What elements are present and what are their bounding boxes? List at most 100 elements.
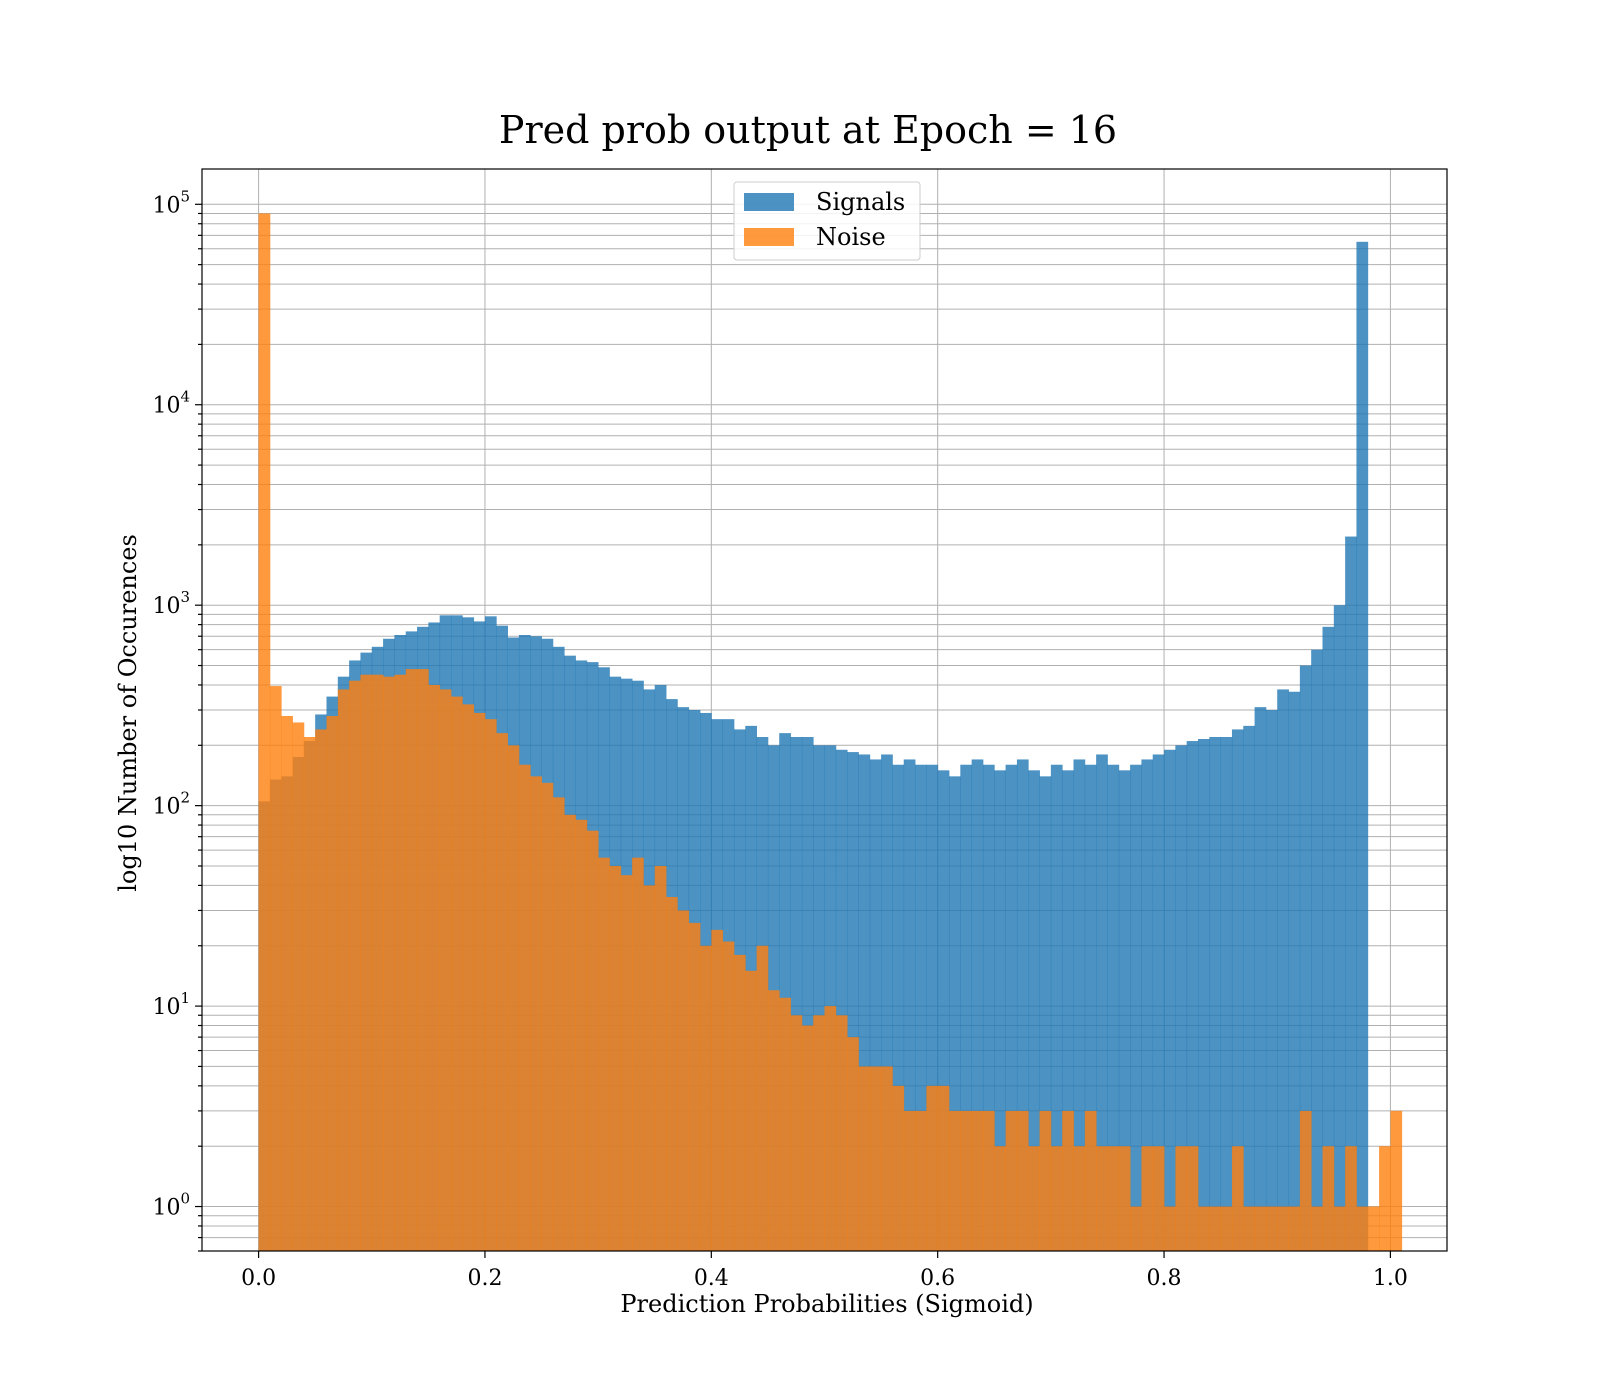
signals-bar: [1345, 536, 1357, 1251]
noise-bar: [677, 910, 690, 1251]
noise-bar: [586, 830, 599, 1251]
noise-bar: [383, 676, 395, 1251]
noise-bar: [949, 1110, 961, 1251]
signals-bar: [1016, 759, 1029, 1251]
noise-bar: [1152, 1146, 1165, 1251]
noise-bar: [982, 1110, 995, 1251]
noise-bar: [484, 719, 497, 1251]
signals-bar: [1039, 776, 1052, 1251]
noise-bar: [1005, 1110, 1018, 1251]
signals-bar: [1209, 736, 1222, 1251]
noise-bar: [303, 736, 316, 1251]
noise-bar: [428, 684, 441, 1251]
axis-ticks: 0.0 0.2 0.4 0.6 0.8 1.0 100 101 102 103 104 105: [152, 187, 1407, 1291]
signals-bar: [1096, 754, 1108, 1251]
noise-bar: [541, 782, 554, 1251]
x-tick-label: 0.0: [241, 1266, 276, 1291]
noise-bar: [258, 213, 271, 1252]
signals-bar: [1299, 665, 1312, 1251]
noise-bar: [405, 669, 418, 1251]
signals-bar: [1333, 605, 1346, 1251]
histogram-bars: [258, 213, 1403, 1252]
noise-bar: [473, 712, 486, 1251]
signals-bar: [892, 764, 905, 1251]
signals-bar: [1141, 759, 1154, 1251]
noise-bar: [1367, 1206, 1380, 1251]
noise-bar: [1209, 1206, 1222, 1251]
noise-bar: [700, 945, 712, 1251]
noise-bar: [1186, 1146, 1199, 1251]
signals-bar: [1356, 241, 1369, 1252]
noise-bar: [835, 1015, 848, 1251]
noise-bar: [1198, 1206, 1210, 1251]
signals-bar: [1005, 764, 1018, 1251]
noise-bar: [439, 689, 452, 1251]
noise-bar: [1299, 1110, 1312, 1251]
signals-bar: [1175, 745, 1188, 1251]
noise-bar: [518, 764, 531, 1251]
noise-bar: [1050, 1146, 1063, 1251]
x-axis-label: Prediction Probabilities (Sigmoid): [620, 1290, 1033, 1318]
signals-bar: [1277, 689, 1289, 1251]
noise-bar: [654, 865, 667, 1251]
noise-bar: [1118, 1146, 1131, 1251]
legend: Signals Noise: [733, 181, 921, 261]
noise-bar: [496, 733, 508, 1251]
signals-bar: [1254, 707, 1267, 1251]
x-tick-label: 0.8: [1147, 1266, 1182, 1291]
legend-swatch-noise: [744, 228, 794, 246]
legend-swatch-signals: [744, 193, 794, 211]
y-tick-label: 105: [152, 187, 190, 218]
signals-bar: [1243, 725, 1255, 1251]
noise-bar: [1345, 1146, 1357, 1251]
x-tick-label: 0.2: [467, 1266, 502, 1291]
noise-bar: [632, 857, 644, 1251]
signals-bar: [869, 759, 882, 1251]
signals-bar: [1311, 649, 1323, 1251]
noise-bar: [1175, 1146, 1188, 1251]
signals-bar: [1084, 764, 1097, 1251]
noise-bar: [394, 674, 407, 1251]
signals-bar: [1028, 770, 1040, 1251]
noise-bar: [869, 1066, 882, 1251]
signals-bar: [790, 736, 803, 1251]
signals-bar: [779, 733, 791, 1251]
noise-bar: [643, 885, 656, 1251]
noise-bar: [451, 696, 463, 1251]
signals-bar: [1198, 739, 1210, 1251]
noise-bar: [779, 997, 791, 1251]
noise-bar: [1390, 1110, 1403, 1251]
signals-bar: [1152, 754, 1165, 1251]
signals-bar: [1107, 764, 1120, 1251]
noise-bar: [745, 970, 757, 1251]
noise-bar: [994, 1146, 1006, 1251]
noise-bar: [881, 1066, 893, 1251]
chart-title: Pred prob output at Epoch = 16: [499, 108, 1117, 152]
noise-bar: [926, 1085, 939, 1251]
noise-bar: [462, 704, 475, 1251]
noise-bar: [349, 680, 361, 1251]
noise-bar: [903, 1110, 916, 1251]
signals-bar: [926, 764, 939, 1251]
noise-bar: [1096, 1146, 1108, 1251]
signals-bar: [1265, 710, 1278, 1251]
signals-bar: [1118, 770, 1131, 1251]
signals-bar: [971, 759, 984, 1251]
y-tick-label: 101: [152, 989, 190, 1020]
signals-bar: [1231, 729, 1244, 1251]
signals-bar: [982, 764, 995, 1251]
noise-bar: [530, 776, 542, 1251]
noise-bar: [960, 1110, 973, 1251]
noise-bar: [858, 1066, 871, 1251]
signals-bar: [994, 770, 1006, 1251]
signals-bar: [903, 759, 916, 1251]
signals-bar: [847, 752, 859, 1251]
noise-bar: [417, 669, 429, 1251]
signals-bar: [801, 736, 814, 1251]
noise-bar: [1164, 1206, 1176, 1251]
signals-bar: [824, 745, 837, 1251]
noise-bar: [1016, 1110, 1029, 1251]
noise-bar: [733, 954, 746, 1251]
noise-bar: [1288, 1206, 1301, 1251]
